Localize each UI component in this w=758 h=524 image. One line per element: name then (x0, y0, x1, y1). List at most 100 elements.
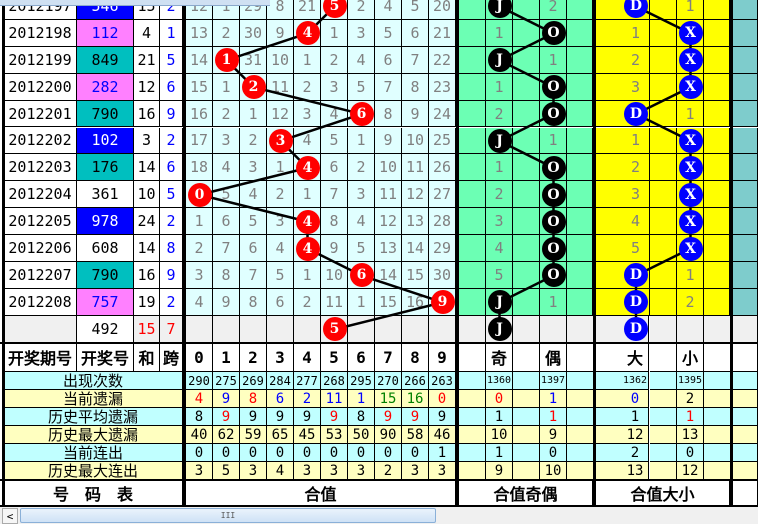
stat-value: 45 (294, 426, 321, 444)
big-small-ball: D (624, 102, 648, 127)
stat-odd-even-value (513, 444, 540, 462)
digit-omission-cell: 12 (402, 181, 429, 209)
odd-even-cell (567, 100, 593, 128)
big-small-cell (596, 46, 623, 74)
odd-even-cell (459, 0, 486, 20)
big-small-cell (650, 208, 677, 236)
odd-even-ball: O (541, 263, 566, 288)
big-small-cell (650, 181, 677, 209)
stat-odd-even-value (459, 372, 486, 390)
stat-big-small-value: 1 (622, 408, 649, 426)
big-small-cell: 3 (622, 181, 650, 209)
odd-even-cell (567, 208, 593, 236)
digit-omission-cell: 10 (267, 46, 294, 74)
digit-omission-cell: 4 (186, 288, 213, 316)
digit-omission-cell: 1 (348, 127, 375, 155)
digit-omission-cell: 5 (348, 73, 375, 101)
stat-value: 90 (375, 426, 402, 444)
odd-even-ball: O (541, 75, 566, 100)
odd-even-cell (459, 100, 486, 128)
stat-big-small-value: 0 (622, 390, 649, 408)
horizontal-scrollbar[interactable]: < III (0, 507, 758, 524)
digit-omission-cell: 28 (429, 208, 456, 236)
odd-even-ball: O (541, 155, 566, 180)
stat-value: 0 (375, 444, 402, 462)
stat-value: 277 (294, 372, 321, 390)
digit-omission-cell: 11 (402, 154, 429, 182)
digit-omission-cell: 13 (402, 208, 429, 236)
stat-value: 9 (267, 408, 294, 426)
period-cell: 2012199 (4, 46, 77, 74)
stat-value: 9 (294, 408, 321, 426)
digit-omission-cell: 16 (186, 100, 213, 128)
forecast-period-cell (4, 315, 77, 343)
digit-omission-cell: 5 (267, 262, 294, 289)
digit-omission-cell: 8 (267, 0, 294, 20)
stat-big-small-value: 2 (677, 390, 704, 408)
stat-odd-even-value: 1397 (540, 372, 567, 390)
stat-value: 275 (213, 372, 240, 390)
digit-omission-cell: 11 (375, 181, 402, 209)
stat-value: 50 (348, 426, 375, 444)
digit-omission-cell: 1 (294, 46, 321, 74)
stat-value: 9 (321, 408, 348, 426)
period-cell: 2012207 (4, 262, 77, 289)
big-small-cell (704, 46, 730, 74)
big-small-ball: X (678, 75, 703, 100)
stat-value: 0 (267, 444, 294, 462)
scroll-thumb[interactable]: III (20, 508, 436, 523)
header-sum: 和 (134, 343, 160, 372)
d-trend-line-segment (334, 301, 443, 331)
digit-omission-cell: 6 (213, 208, 240, 236)
big-small-cell: 2 (622, 154, 650, 182)
header-digit: 4 (294, 343, 321, 372)
stat-value: 284 (267, 372, 294, 390)
stat-big-small-value (650, 426, 677, 444)
odd-even-cell (459, 19, 486, 47)
odd-even-ball: O (541, 209, 566, 234)
stat-value: 0 (429, 390, 456, 408)
big-small-cell (704, 73, 730, 101)
digit-omission-cell: 27 (429, 181, 456, 209)
digit-omission-cell: 11 (321, 288, 348, 316)
digit-omission-cell: 5 (240, 208, 267, 236)
digit-omission-cell: 5 (375, 19, 402, 47)
odd-even-cell: 2 (486, 181, 513, 209)
digit-omission-cell: 9 (375, 127, 402, 155)
span-cell: 5 (160, 181, 183, 209)
header-odd: 奇 (486, 343, 513, 372)
stat-value: 0 (321, 444, 348, 462)
span-cell: 2 (160, 208, 183, 236)
big-small-cell (704, 19, 730, 47)
header-blank (459, 343, 486, 372)
odd-even-cell (459, 235, 486, 262)
odd-even-ball: O (541, 102, 566, 127)
forecast-odd-even-ball: J (487, 317, 512, 342)
draw-number-cell: 102 (77, 127, 134, 155)
d-trend-line-segment (253, 85, 362, 116)
stat-value: 40 (186, 426, 213, 444)
odd-even-cell (459, 181, 486, 209)
draw-number-cell: 757 (77, 288, 134, 316)
odd-even-cell: 1 (540, 288, 567, 316)
odd-even-cell (459, 262, 486, 289)
sum-cell: 24 (134, 208, 160, 236)
stat-value: 6 (267, 390, 294, 408)
digit-omission-cell: 6 (240, 235, 267, 262)
hit-ball-red: 4 (295, 209, 320, 234)
side-cell (733, 235, 758, 262)
odd-even-cell (513, 288, 540, 316)
stat-big-small-value: 13 (677, 426, 704, 444)
side-cell (733, 127, 758, 155)
big-small-cell: 2 (677, 288, 704, 316)
digit-omission-cell: 3 (321, 73, 348, 101)
odd-even-cell (459, 208, 486, 236)
stat-value: 9 (213, 390, 240, 408)
odd-even-cell (567, 262, 593, 289)
stat-value: 9 (240, 408, 267, 426)
big-small-ball: D (624, 290, 648, 315)
header-even: 偶 (540, 343, 567, 372)
forecast-digit-cell (240, 315, 267, 343)
period-cell: 2012208 (4, 288, 77, 316)
odd-even-ball: J (487, 128, 512, 153)
